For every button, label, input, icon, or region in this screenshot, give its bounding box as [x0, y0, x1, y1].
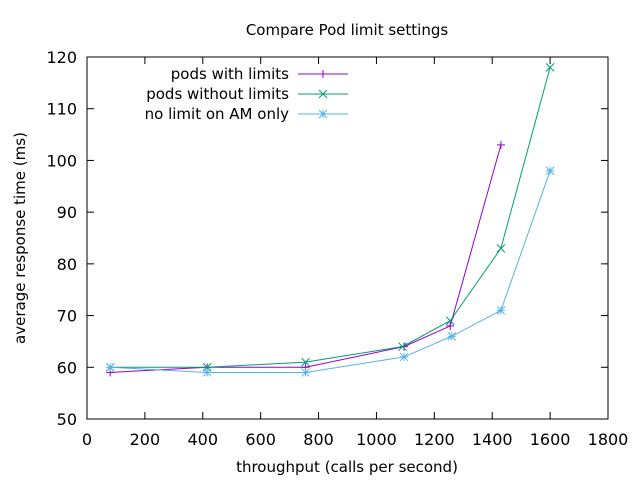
data-point-stroke: [318, 89, 328, 99]
data-point: [545, 166, 555, 176]
data-point-stroke: [398, 342, 407, 351]
data-point-stroke: [545, 62, 555, 72]
data-point: [545, 62, 555, 72]
series-3: [105, 166, 555, 377]
legend-item: pods without limits: [146, 85, 348, 103]
y-axis-label: average response time (ms): [11, 132, 29, 344]
data-point: [445, 316, 455, 326]
series-1: [106, 140, 505, 377]
data-point: [105, 362, 115, 372]
legend-item: no limit on AM only: [145, 105, 348, 123]
data-point-stroke: [445, 316, 455, 326]
data-point-stroke: [318, 109, 328, 119]
data-point-stroke: [399, 352, 409, 362]
x-tick-label: 1200: [414, 430, 455, 449]
series-layer: [105, 62, 555, 377]
data-point-stroke: [105, 362, 115, 372]
x-tick-label: 200: [130, 430, 161, 449]
x-tick-label: 600: [245, 430, 276, 449]
legend-item: pods with limits: [171, 65, 348, 83]
data-point-stroke: [202, 368, 212, 377]
legend-marker: [319, 70, 327, 78]
y-tick-label: 60: [57, 358, 77, 377]
y-tick-label: 80: [57, 255, 77, 274]
data-point: [202, 368, 212, 377]
y-tick-label: 110: [46, 100, 77, 119]
data-point: [496, 306, 506, 315]
y-tick-label: 120: [46, 48, 77, 67]
legend-marker: [318, 109, 328, 119]
data-point: [496, 140, 505, 149]
x-tick-label: 800: [303, 430, 334, 449]
x-tick-label: 0: [82, 430, 92, 449]
x-axis: 0 200 400 600 800 1000 1200 1400 1600 1800: [82, 57, 628, 449]
legend-label: pods with limits: [171, 65, 289, 83]
x-tick-label: 400: [188, 430, 219, 449]
x-tick-label: 1800: [588, 430, 629, 449]
data-point-stroke: [301, 357, 310, 367]
x-tick-label: 1400: [472, 430, 513, 449]
y-tick-label: 50: [57, 410, 77, 429]
legend-label: pods without limits: [146, 85, 289, 103]
data-point: [301, 368, 310, 377]
data-point-stroke: [496, 243, 506, 253]
legend: pods with limits pods without limits no li…: [145, 65, 348, 123]
legend-marker: [318, 89, 328, 99]
data-point-stroke: [301, 368, 310, 377]
data-point: [446, 321, 455, 330]
plot-area-border: [86, 56, 609, 420]
y-tick-label: 70: [57, 307, 77, 326]
y-axis: 50 60 70 80 90 100 110 120: [46, 48, 608, 429]
data-point-stroke: [496, 306, 506, 315]
legend-label: no limit on AM only: [145, 105, 289, 123]
data-point-stroke: [447, 331, 457, 341]
data-point: [398, 342, 407, 351]
data-point: [399, 352, 409, 362]
chart-title: Compare Pod limit settings: [246, 21, 449, 39]
x-axis-label: throughput (calls per second): [236, 458, 458, 476]
data-point: [447, 331, 457, 341]
data-point-stroke: [545, 166, 555, 176]
data-point: [496, 243, 506, 253]
data-point: [301, 357, 310, 367]
series-line: [110, 144, 502, 373]
y-tick-label: 100: [46, 151, 77, 170]
series-2: [105, 62, 555, 372]
x-tick-label: 1600: [530, 430, 571, 449]
x-tick-label: 1000: [356, 430, 397, 449]
y-tick-label: 90: [57, 203, 77, 222]
